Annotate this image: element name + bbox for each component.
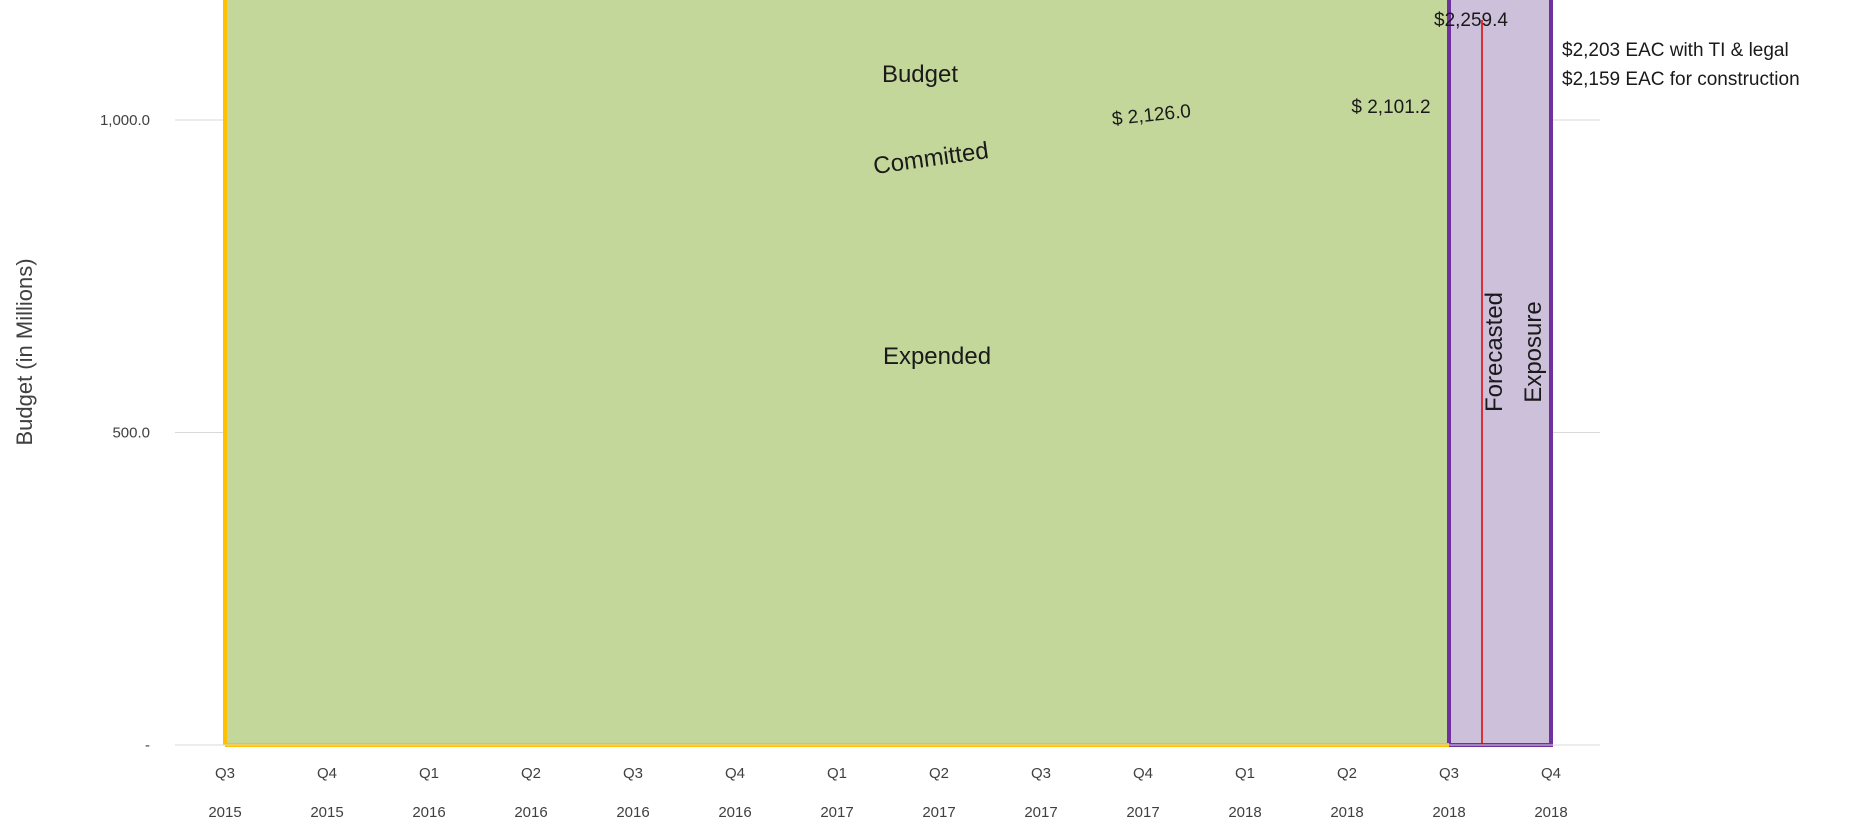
x-tick-quarter-7: Q2 (929, 765, 949, 782)
x-tick-year-2: 2016 (412, 804, 445, 821)
x-tick-year-10: 2018 (1228, 804, 1261, 821)
expended-area (225, 0, 1449, 745)
region-label-expended: Expended (883, 343, 991, 370)
forecast-label-line1: Forecasted (1481, 292, 1508, 412)
annotation-expended-value: $ 2,101.2 (1351, 97, 1430, 118)
x-tick-quarter-5: Q4 (725, 765, 745, 782)
x-tick-year-6: 2017 (820, 804, 853, 821)
x-tick-quarter-11: Q2 (1337, 765, 1357, 782)
x-tick-quarter-1: Q4 (317, 765, 337, 782)
chart-areas (225, 0, 1551, 745)
x-tick-quarter-6: Q1 (827, 765, 847, 782)
x-tick-year-8: 2017 (1024, 804, 1057, 821)
axes: -500.01,000.01,500.02,000.0Q32015Q42015Q… (100, 112, 1600, 821)
annotation-eac-full: $2,203 EAC with TI & legal (1562, 40, 1789, 61)
x-tick-quarter-10: Q1 (1235, 765, 1255, 782)
x-tick-year-13: 2018 (1534, 804, 1567, 821)
annotation-eac-construction: $2,159 EAC for construction (1562, 69, 1800, 90)
annotation-budget-value: $2,259.4 (1434, 10, 1508, 31)
x-tick-year-12: 2018 (1432, 804, 1465, 821)
x-tick-quarter-12: Q3 (1439, 765, 1459, 782)
x-tick-quarter-4: Q3 (623, 765, 643, 782)
x-tick-quarter-13: Q4 (1541, 765, 1561, 782)
x-tick-year-5: 2016 (718, 804, 751, 821)
forecast-label-line2: Exposure (1520, 301, 1547, 402)
y-tick-label-2: 1,000.0 (100, 112, 150, 129)
x-tick-year-9: 2017 (1126, 804, 1159, 821)
x-tick-year-11: 2018 (1330, 804, 1363, 821)
x-tick-quarter-0: Q3 (215, 765, 235, 782)
x-tick-year-4: 2016 (616, 804, 649, 821)
x-tick-quarter-8: Q3 (1031, 765, 1051, 782)
x-tick-year-3: 2016 (514, 804, 547, 821)
y-tick-label-0: - (145, 737, 150, 754)
x-tick-quarter-3: Q2 (521, 765, 541, 782)
x-tick-year-0: 2015 (208, 804, 241, 821)
x-tick-quarter-2: Q1 (419, 765, 439, 782)
region-label-budget: Budget (882, 61, 958, 88)
y-tick-label-1: 500.0 (112, 425, 150, 442)
x-tick-quarter-9: Q4 (1133, 765, 1153, 782)
x-tick-year-7: 2017 (922, 804, 955, 821)
y-axis-label: Budget (in Millions) (12, 258, 37, 445)
x-tick-year-1: 2015 (310, 804, 343, 821)
